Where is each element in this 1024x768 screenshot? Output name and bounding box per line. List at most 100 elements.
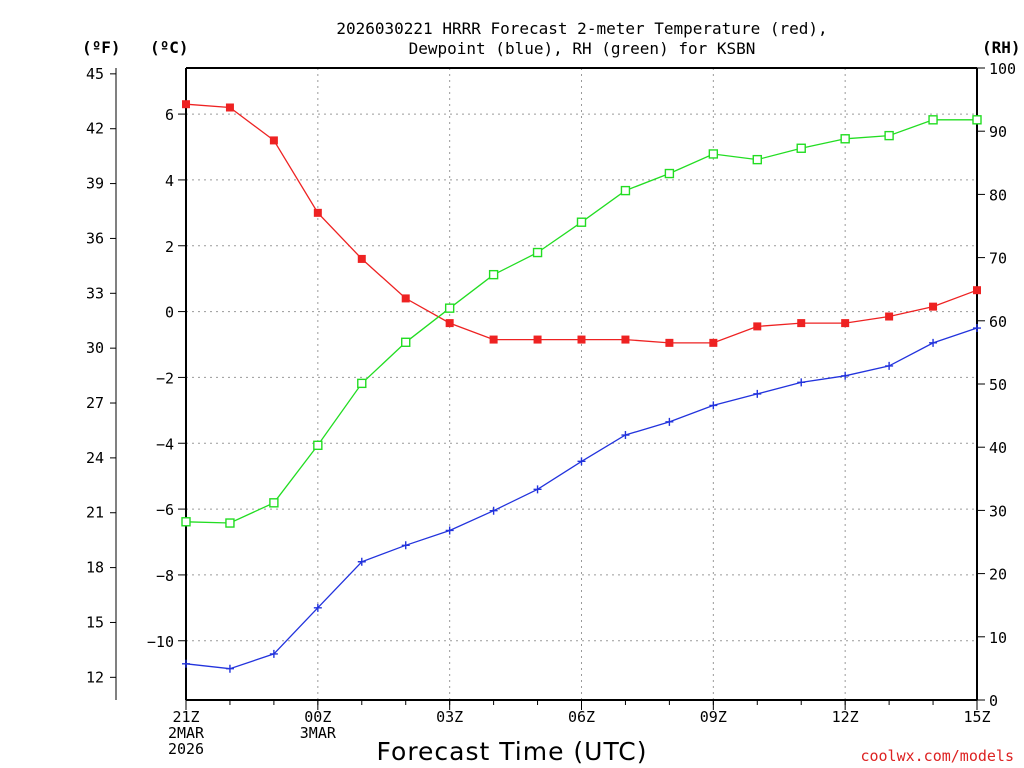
fahrenheit-tick-label: 42 [86,120,104,138]
fahrenheit-tick-label: 30 [86,339,104,357]
dewpoint-point [973,324,981,333]
gridlines [186,68,977,700]
2-meter-temperature-point [841,319,850,328]
rh-tick-label: 10 [989,629,1007,647]
rh-point [972,115,982,125]
celsius-tick-label: −10 [147,633,174,651]
x-axis-label: Forecast Time (UTC) [377,737,648,766]
x-tick-label: 15Z [963,708,990,726]
2-meter-temperature-point [533,335,542,344]
celsius-tick-label: 0 [165,304,174,322]
fahrenheit-tick-label: 15 [86,613,104,631]
celsius-tick-label: 2 [165,238,174,256]
celsius-tick-label: −8 [156,567,174,585]
fahrenheit-unit-label: (ºF) [82,38,121,57]
2-meter-temperature-point [445,319,454,328]
rh-point [269,498,279,508]
dewpoint-point [269,649,278,658]
x-tick-label: 00Z [304,708,331,726]
x-tick-label: 21Z [172,708,199,726]
rh-point [313,440,323,451]
rh-tick-label: 20 [989,566,1007,584]
rh-point [752,154,762,165]
chart-title-line1: 2026030221 HRRR Forecast 2-meter Tempera… [336,19,827,38]
chart-title-line2: Dewpoint (blue), RH (green) for KSBN [409,39,756,58]
fahrenheit-tick-label: 27 [86,394,104,412]
rh-point [401,337,411,347]
x-tick-label: 09Z [700,708,727,726]
fahrenheit-tick-label: 12 [86,668,104,686]
rh-tick-label: 40 [989,439,1007,457]
rh-point [532,247,543,258]
fahrenheit-tick-label: 33 [86,284,104,302]
source-credit: coolwx.com/models [860,747,1014,765]
dewpoint-point [445,526,454,535]
2-meter-temperature-point [182,100,190,109]
rh-point [488,269,499,280]
2-meter-temperature-point [885,312,894,321]
celsius-tick-label: −2 [156,369,174,387]
rh-point [840,134,850,144]
2-meter-temperature-point [753,322,762,331]
2-meter-temperature-point [489,335,498,344]
fahrenheit-tick-label: 21 [86,504,104,522]
dewpoint-point [533,485,542,494]
x-tick-label: 12Z [832,708,859,726]
dewpoint-point [489,506,498,515]
fahrenheit-tick-label: 36 [86,229,104,247]
dewpoint-point [313,603,322,612]
dewpoint-point [357,557,366,566]
2-meter-temperature-point [401,294,410,303]
x-tick-label: 2026 [168,740,204,758]
2-meter-temperature-point [621,335,630,344]
dewpoint-line [185,327,978,670]
dewpoint-point [709,401,718,410]
dewpoint-point [665,417,674,426]
rh-tick-label: 60 [989,313,1007,331]
fahrenheit-tick-label: 18 [86,559,104,577]
x-tick-label: 03Z [436,708,463,726]
2-meter-temperature-point [797,319,806,328]
dewpoint-point [182,659,190,668]
dewpoint-point [929,338,938,347]
rh-point [620,185,631,196]
rh-point [181,517,191,527]
rh-tick-label: 0 [989,692,998,710]
axes: 121518212427303336394245−10−8−6−4−202460… [86,60,1016,758]
dewpoint-point [797,378,806,387]
celsius-unit-label: (ºC) [150,38,189,57]
rh-point [357,378,367,389]
rh-point [664,168,675,179]
2-meter-temperature-point [357,254,366,263]
x-tick-label: 06Z [568,708,595,726]
celsius-tick-label: 6 [165,106,174,124]
rh-point [884,130,894,141]
2-meter-temperature-point [973,286,981,295]
dewpoint-point [225,664,234,673]
rh-point [576,217,587,227]
fahrenheit-tick-label: 45 [86,65,104,83]
celsius-tick-label: −4 [156,435,174,453]
rh-tick-label: 100 [989,60,1016,78]
x-tick-label: 2MAR [168,724,205,742]
rh-tick-label: 70 [989,250,1007,268]
rh-unit-label: (RH) [982,38,1021,57]
rh-point [444,303,455,313]
dewpoint-point [885,361,894,370]
celsius-tick-label: −6 [156,501,174,519]
data-series [181,100,982,673]
2-meter-temperature-point [225,103,234,112]
2-meter-temperature-point [577,335,586,344]
rh-tick-label: 30 [989,502,1007,520]
rh-tick-label: 80 [989,186,1007,204]
dewpoint-point [577,457,586,466]
dewpoint-point [401,541,410,550]
2-meter-temperature-point [665,338,674,347]
rh-point [928,115,938,125]
fahrenheit-tick-label: 39 [86,175,104,193]
dewpoint-point [621,431,630,440]
rh-tick-label: 50 [989,376,1007,394]
2-meter-temperature-point [929,302,938,311]
